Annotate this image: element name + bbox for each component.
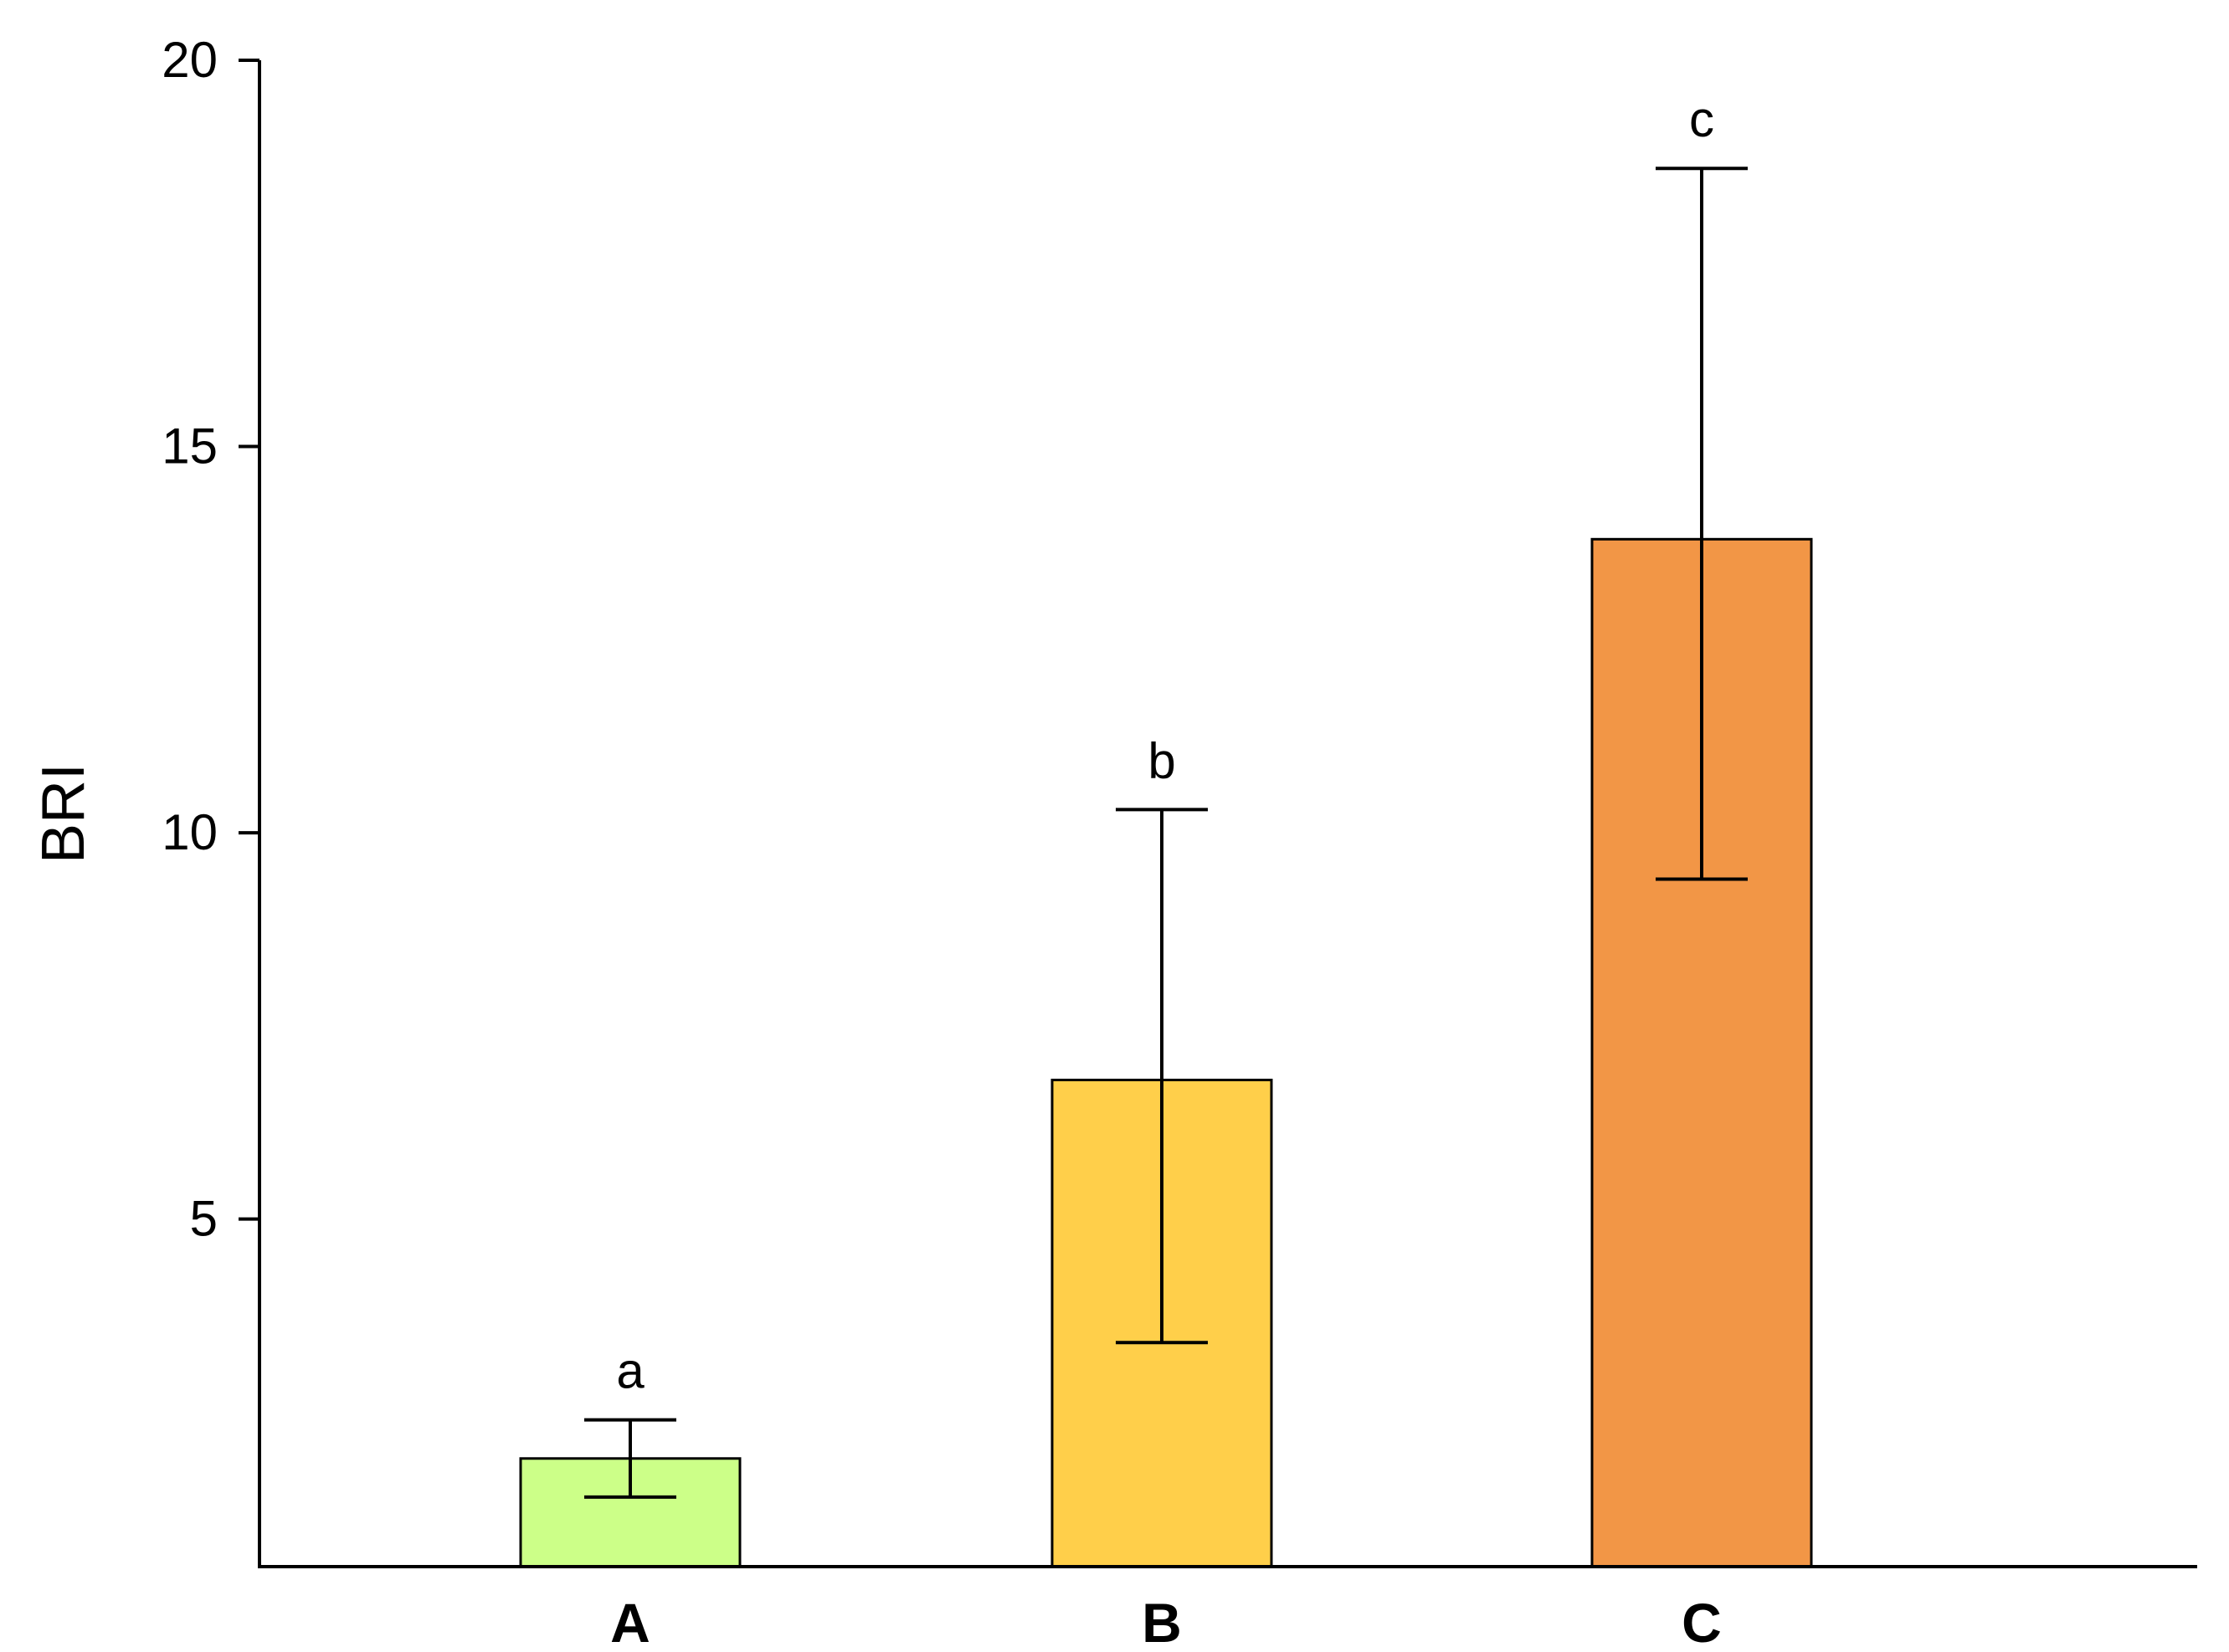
significance-letter-B: b: [1148, 732, 1175, 788]
y-tick-label-5: 5: [190, 1191, 218, 1247]
x-category-label-A: A: [610, 1592, 650, 1652]
y-axis-title: BRI: [30, 763, 97, 864]
bars-layer: [519, 537, 1813, 1568]
y-tick-label-15: 15: [162, 418, 218, 475]
y-ticks-layer: 5 10 15 20: [162, 32, 259, 1247]
y-tick-label-20: 20: [162, 32, 218, 88]
x-category-label-B: B: [1142, 1592, 1182, 1652]
labels-layer: Aa Bb Cc: [610, 91, 1722, 1652]
y-tick-label-10: 10: [162, 804, 218, 860]
x-category-label-C: C: [1682, 1592, 1722, 1652]
axes-layer: [258, 60, 2197, 1568]
significance-letter-C: c: [1689, 91, 1714, 147]
significance-letter-A: a: [616, 1343, 645, 1399]
error-bars-layer: [584, 167, 1748, 1499]
